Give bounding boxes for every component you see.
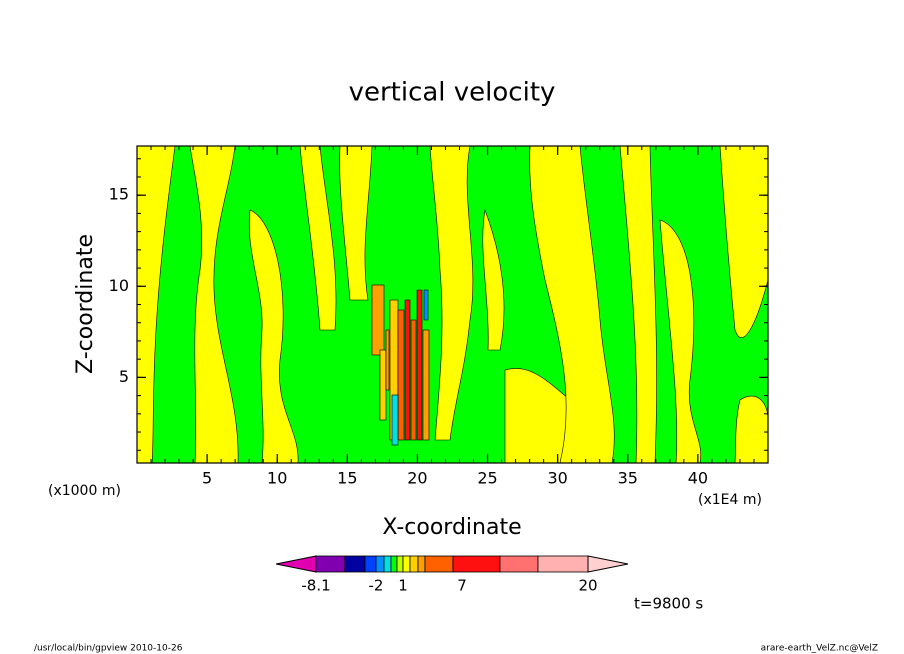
- chart-title: vertical velocity: [349, 78, 556, 108]
- colorbar-cell: [417, 555, 426, 573]
- x-tick-label: 20: [407, 469, 427, 488]
- time-label: t=9800 s: [634, 595, 703, 613]
- x-tick-label: 25: [477, 469, 497, 488]
- colorbar-cell: [390, 555, 398, 573]
- colorbar-cell: [364, 555, 377, 573]
- colorbar-cell: [315, 555, 346, 573]
- colorbar-cell: [537, 555, 589, 573]
- x-tick-label: 40: [688, 469, 708, 488]
- colorbar-cell: [383, 555, 392, 573]
- y-tick-label: 10: [109, 276, 129, 295]
- x-tick-label: 5: [202, 469, 212, 488]
- colorbar-tick-label: -8.1: [301, 577, 330, 595]
- y-tick-label: 5: [119, 367, 129, 386]
- x-tick-label: 35: [618, 469, 638, 488]
- x-tick-label: 10: [267, 469, 287, 488]
- footer-right: arare-earth_VelZ.nc@VelZ: [761, 644, 878, 654]
- x-tick-label: 30: [547, 469, 567, 488]
- colorbar-cell: [499, 555, 539, 573]
- colorbar-cell: [409, 555, 419, 573]
- x-unit-right: (x1E4 m): [698, 492, 762, 508]
- colorbar-extend: [275, 555, 317, 573]
- colorbar-tick-label: 1: [398, 577, 408, 595]
- colorbar-cell: [375, 555, 385, 573]
- colorbar-cell: [402, 555, 411, 573]
- colorbar-cell: [424, 555, 454, 573]
- y-tick-label: 15: [109, 185, 129, 204]
- x-axis-label: X-coordinate: [382, 515, 521, 540]
- y-axis-label: Z-coordinate: [73, 234, 98, 374]
- colorbar-cell: [344, 555, 366, 573]
- colorbar-tick-label: -2: [369, 577, 384, 595]
- colorbar-tick-label: 20: [578, 577, 597, 595]
- colorbar-cell: [452, 555, 501, 573]
- colorbar-cell: [396, 555, 404, 573]
- x-tick-label: 15: [337, 469, 357, 488]
- colorbar-tick-label: 7: [457, 577, 467, 595]
- colorbar-extend: [587, 555, 629, 573]
- x-unit-left: (x1000 m): [48, 483, 121, 499]
- contour-field: [136, 145, 769, 464]
- footer-left: /usr/local/bin/gpview 2010-10-26: [34, 644, 183, 654]
